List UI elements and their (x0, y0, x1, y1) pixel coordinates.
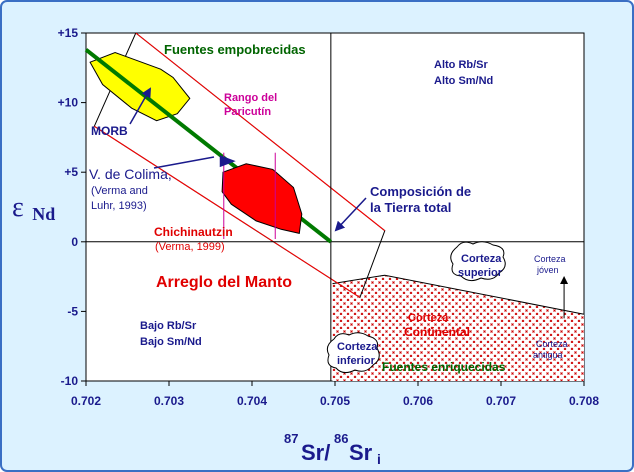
continental-crust-label-2: Continental (404, 325, 470, 339)
x-axis-label-sup1: 87 (284, 431, 298, 446)
upper-crust-label-2: superior (458, 267, 503, 279)
depleted-label: Fuentes empobrecidas (164, 42, 306, 57)
upper-crust-label-1: Corteza (461, 253, 502, 265)
high-smnd-label: Alto Sm/Nd (434, 75, 493, 87)
old-crust-label-1: Corteza (536, 339, 568, 349)
low-smnd-label: Bajo Sm/Nd (140, 336, 202, 348)
x-tick-label: 0.707 (486, 394, 516, 408)
enriched-label: Fuentes enriquecidas (382, 360, 506, 374)
x-tick-label: 0.704 (237, 394, 267, 408)
chichinautzin-label: Chichinautzin (154, 225, 233, 239)
colima-arrow (153, 156, 215, 169)
continental-crust-label-1: Corteza (408, 312, 449, 324)
y-axis-ticks: +15 +10 +5 0 -5 -10 (58, 26, 86, 388)
high-rbsr-label: Alto Rb/Sr (434, 59, 488, 71)
morb-arrow (129, 87, 151, 125)
chichinautzin-field (221, 163, 303, 235)
lower-crust-bubble (326, 332, 380, 374)
mantle-array-label: Arreglo del Manto (156, 274, 292, 291)
mantle-upper-bound (135, 33, 386, 232)
y-tick-label: +15 (58, 26, 79, 40)
bulk-earth-arrow (334, 197, 367, 232)
old-crust-label-2: antigua (533, 350, 563, 360)
colima-label-1: V. de Colima, (89, 166, 172, 182)
y-tick-label: -5 (67, 304, 78, 318)
x-axis-label-sr: Sr (349, 440, 373, 465)
x-axis-label-sub: i (377, 451, 381, 467)
upper-crust-bubble (450, 241, 506, 282)
x-tick-label: 0.702 (71, 394, 101, 408)
y-tick-label: 0 (71, 235, 78, 249)
colima-marker (219, 155, 236, 168)
mantle-lower-bound (94, 125, 361, 298)
colima-label-2: (Verma and (91, 185, 148, 197)
x-tick-label: 0.708 (569, 394, 599, 408)
x-axis-label-sup2: 86 (334, 431, 348, 446)
colima-label-3: Luhr, 1993) (91, 200, 147, 212)
x-axis-ticks: 0.702 0.703 0.704 0.705 0.706 0.707 0.708 (71, 381, 599, 408)
lower-crust-label-1: Corteza (337, 341, 378, 353)
y-tick-label: +5 (64, 165, 78, 179)
x-axis-label-main: Sr/ (301, 440, 330, 465)
crust-boundary-line (332, 274, 585, 315)
chichinautzin-ref: (Verma, 1999) (155, 241, 225, 253)
y-tick-label: -10 (61, 374, 79, 388)
x-tick-label: 0.703 (154, 394, 184, 408)
paricutin-label-2: Paricutín (224, 106, 271, 118)
young-crust-label-2: jóven (536, 265, 559, 275)
young-crust-label-1: Corteza (534, 254, 566, 264)
x-tick-label: 0.705 (320, 394, 350, 408)
morb-field (89, 51, 191, 122)
lower-crust-label-2: inferior (337, 355, 376, 367)
morb-label: MORB (91, 124, 128, 138)
low-rbsr-label: Bajo Rb/Sr (140, 320, 197, 332)
bulk-earth-label-2: la Tierra total (370, 200, 451, 215)
enriched-crust-region (332, 275, 584, 381)
y-axis-label: ε Nd (12, 192, 55, 224)
paricutin-label-1: Rango del (224, 92, 277, 104)
y-tick-label: +10 (58, 96, 79, 110)
bulk-earth-label-1: Composición de (370, 184, 471, 199)
x-tick-label: 0.706 (403, 394, 433, 408)
